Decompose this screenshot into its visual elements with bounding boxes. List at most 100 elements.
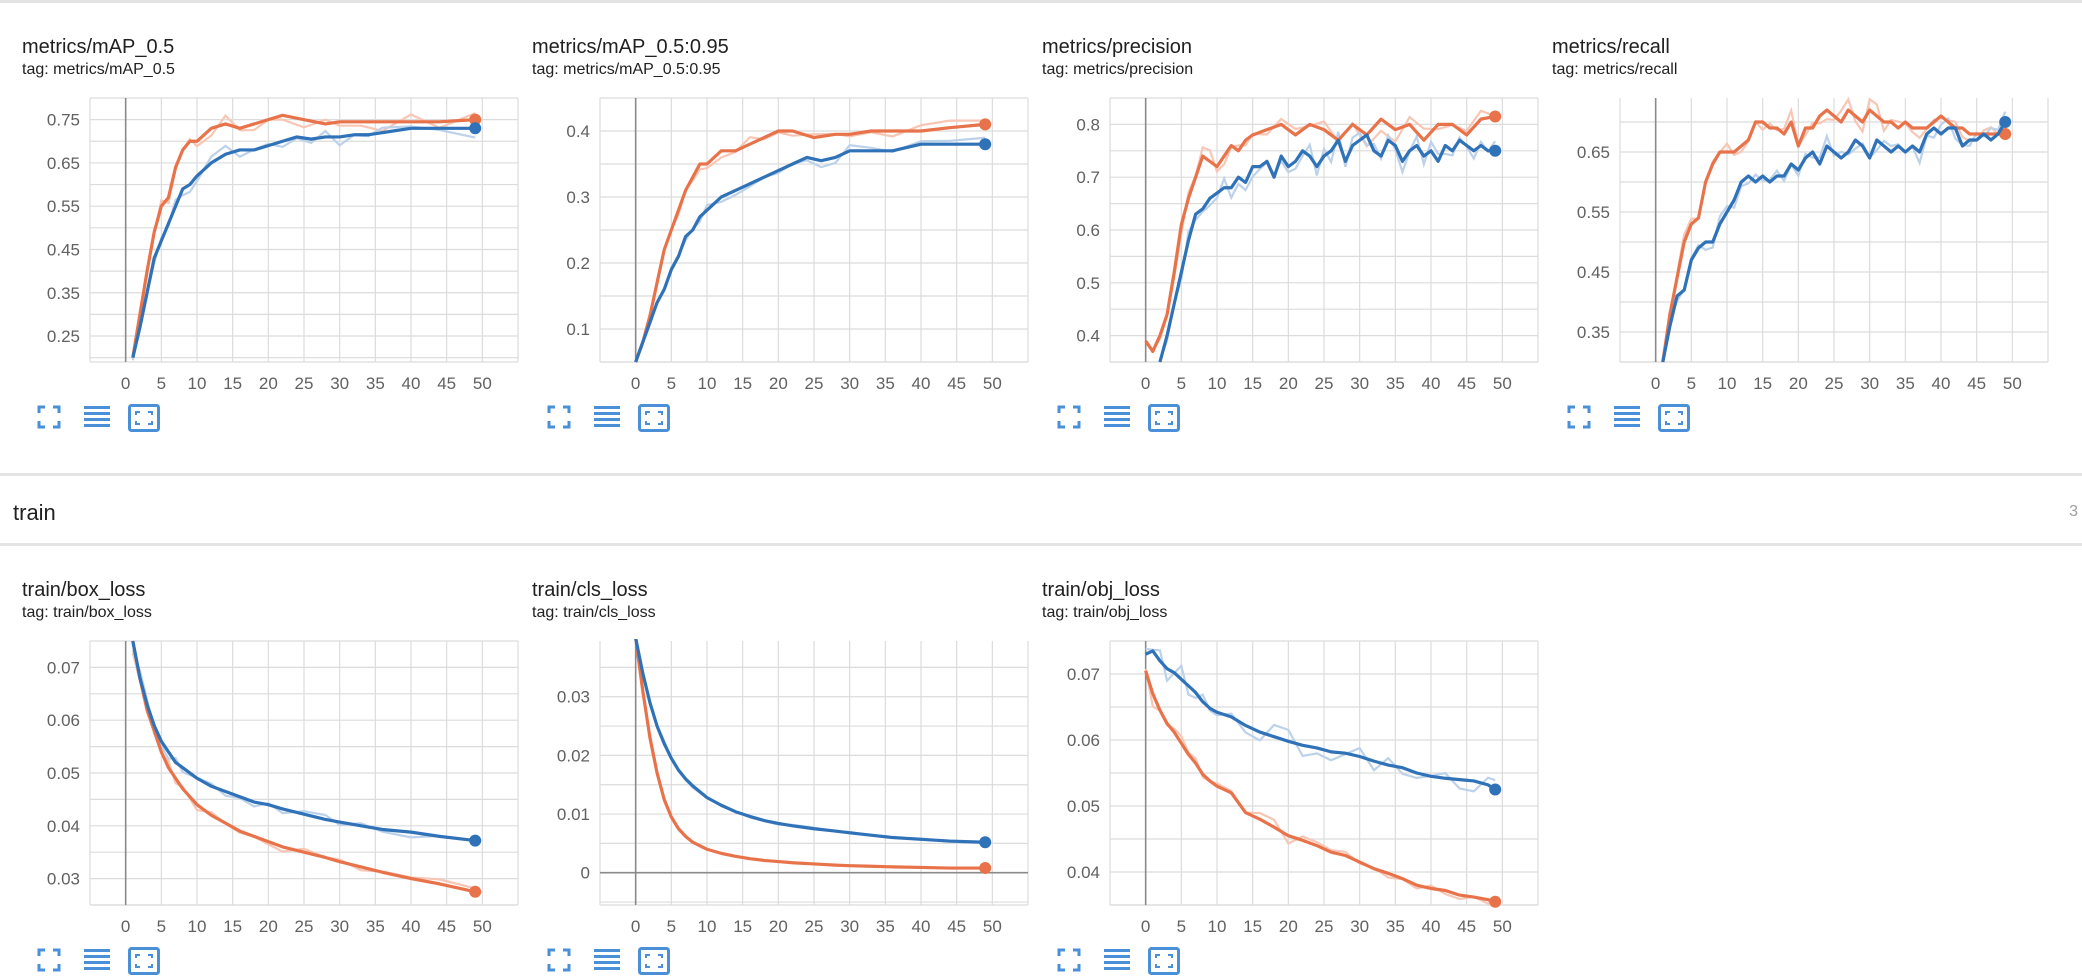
toggle-log-scale-icon[interactable] [594,947,620,973]
x-tick-label: 35 [876,374,895,393]
series-line-blue[interactable] [1144,649,1497,791]
series-line-blue[interactable] [131,640,476,843]
x-tick-label: 25 [805,374,824,393]
y-tick-label: 0.25 [47,327,80,346]
series-raw-orange [634,640,986,870]
x-tick-label: 40 [1422,374,1441,393]
x-tick-label: 50 [1493,917,1512,936]
x-tick-label: 40 [912,374,931,393]
series-line-orange[interactable] [131,113,476,358]
series-line-blue[interactable] [634,142,986,363]
fit-domain-icon[interactable] [1148,404,1180,432]
fullscreen-icon[interactable] [1566,404,1592,430]
chart-plot[interactable]: 0 5 10 15 20 25 30 35 40 45 50 0.1 0.2 0.3 0.4 [510,36,1070,393]
chart-toolbar [1566,404,1690,432]
x-tick-label: 40 [1422,917,1441,936]
series-end-point-orange[interactable] [979,862,992,875]
series-line-orange[interactable] [634,638,986,870]
x-tick-label: 25 [295,374,314,393]
series-end-point-blue[interactable] [1999,116,2012,128]
series-line-orange[interactable] [1144,670,1496,904]
top-divider [0,0,2082,3]
series-line-blue[interactable] [131,126,476,359]
fullscreen-icon[interactable] [36,404,62,430]
series-end-point-orange[interactable] [979,118,992,131]
fit-domain-icon[interactable] [128,947,160,975]
toggle-log-scale-icon[interactable] [84,947,110,973]
x-tick-label: 5 [667,917,676,936]
x-tick-label: 35 [1896,374,1915,393]
chart-title: train/box_loss [22,579,146,601]
series-line-orange[interactable] [131,640,476,894]
fullscreen-icon[interactable] [546,404,572,430]
chart-card: metrics/mAP_0.5 tag: metrics/mAP_0.5 0 5 10 1… [0,36,519,432]
toggle-log-scale-icon[interactable] [1104,404,1130,430]
series-end-point-blue[interactable] [469,122,482,135]
y-tick-label: 0.7 [1076,168,1100,187]
x-tick-label: 15 [1753,374,1772,393]
chart-toolbar [1056,404,1180,432]
chart-plot[interactable]: 0 5 10 15 20 25 30 35 40 45 50 0.03 0.04 0.05 0.06 0.07 [0,579,560,936]
series-end-point-blue[interactable] [979,138,992,151]
series-end-point-blue[interactable] [469,834,482,847]
x-tick-label: 10 [1718,374,1737,393]
fullscreen-icon[interactable] [1056,947,1082,973]
y-tick-label: 0.8 [1076,115,1100,134]
series-end-point-orange[interactable] [1999,128,2012,140]
series-line-blue[interactable] [1158,133,1496,363]
fit-domain-icon[interactable] [1658,404,1690,432]
fit-domain-icon[interactable] [128,404,160,432]
series-end-point-blue[interactable] [1489,783,1502,796]
y-tick-label: 0.03 [557,688,590,707]
toggle-log-scale-icon[interactable] [1104,947,1130,973]
fullscreen-icon[interactable] [36,947,62,973]
fit-domain-icon[interactable] [638,947,670,975]
series-line-blue[interactable] [1661,121,2007,363]
chart-plot[interactable]: 0 5 10 15 20 25 30 35 40 45 50 0.04 0.05 0.06 0.07 [1020,579,1580,936]
series-raw-blue [1158,131,1497,362]
x-tick-label: 20 [259,374,278,393]
y-tick-label: 0.06 [1067,731,1100,750]
chart-plot[interactable]: 0 5 10 15 20 25 30 35 40 45 50 0 0.01 0.02 0.03 [510,579,1070,936]
x-tick-label: 30 [840,917,859,936]
series-end-point-orange[interactable] [469,885,482,898]
series-end-point-orange[interactable] [1489,895,1502,908]
y-tick-label: 0.07 [1067,665,1100,684]
chart-toolbar [546,947,670,975]
x-tick-label: 35 [366,374,385,393]
series-end-point-blue[interactable] [979,836,992,849]
toggle-log-scale-icon[interactable] [84,404,110,430]
chart-toolbar [1056,947,1180,975]
section-count: 3 [2069,503,2078,520]
series-line-orange[interactable] [1661,108,2006,363]
fit-domain-icon[interactable] [638,404,670,432]
series-line-blue[interactable] [634,638,986,844]
series-raw-orange [1144,668,1496,905]
toggle-log-scale-icon[interactable] [1614,404,1640,430]
x-tick-label: 35 [366,917,385,936]
x-tick-label: 0 [121,374,130,393]
series-end-point-orange[interactable] [469,113,482,126]
fullscreen-icon[interactable] [1056,404,1082,430]
chart-plot[interactable]: 0 5 10 15 20 25 30 35 40 45 50 0.4 0.5 0.6 0.7 0.8 [1020,36,1580,393]
y-tick-label: 0.35 [47,284,80,303]
x-tick-label: 0 [121,917,130,936]
chart-card: train/cls_loss tag: train/cls_loss 0 5 10 15 2… [510,579,1029,975]
toggle-log-scale-icon[interactable] [594,404,620,430]
chart-plot[interactable]: 0 5 10 15 20 25 30 35 40 45 50 0.35 0.45 0.55 0.65 [1530,36,2082,393]
series-line-orange[interactable] [1144,114,1496,354]
y-tick-label: 0.65 [1577,143,1610,162]
fullscreen-icon[interactable] [546,947,572,973]
series-line-orange[interactable] [634,122,986,363]
x-tick-label: 5 [1177,917,1186,936]
x-tick-label: 50 [1493,374,1512,393]
section-title[interactable]: train [13,500,56,525]
y-tick-label: 0.75 [47,111,80,130]
chart-plot[interactable]: 0 5 10 15 20 25 30 35 40 45 50 0.25 0.35 0.45 0.55 0.65… [0,36,560,393]
fit-domain-icon[interactable] [1148,947,1180,975]
x-tick-label: 30 [1350,374,1369,393]
x-tick-label: 30 [330,374,349,393]
series-end-point-orange[interactable] [1489,110,1502,123]
x-tick-label: 20 [769,374,788,393]
series-end-point-blue[interactable] [1489,144,1502,157]
